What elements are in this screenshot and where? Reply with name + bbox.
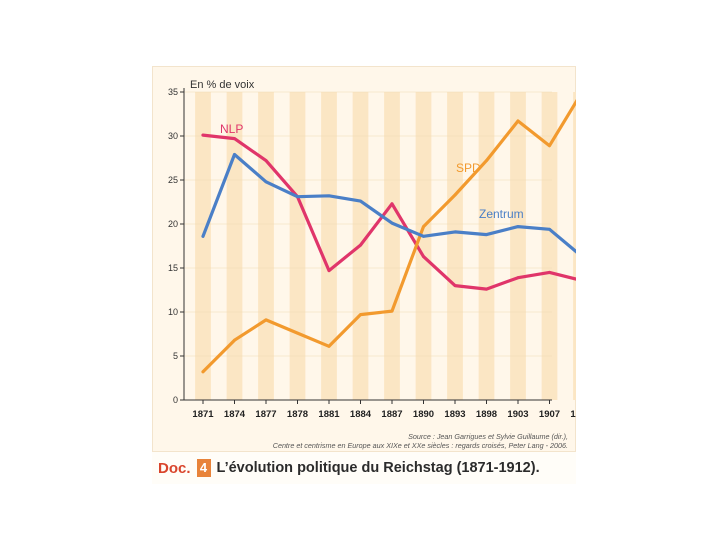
source-line-1: Source : Jean Garrigues et Sylvie Guilla… [408,432,568,441]
background-stripe [541,92,558,400]
data-point-zentrum [422,234,425,238]
background-stripe [384,92,400,400]
data-point-nlp [422,255,425,258]
data-point-nlp [264,159,268,163]
caption-title: L’évolution politique du Reichstag (1871… [216,460,540,476]
data-point-nlp [453,284,457,287]
x-tick-label: 1912 [570,409,576,420]
data-point-spd [390,309,394,313]
data-point-zentrum [516,225,520,229]
data-point-spd [359,313,362,317]
data-point-nlp [485,287,488,291]
doc-label: Doc. [158,459,191,477]
y-tick-label: 0 [173,395,178,405]
x-tick-label: 1878 [287,409,308,420]
y-axis-label: En % de voix [190,79,255,91]
data-point-nlp [359,243,362,247]
data-point-spd [233,338,236,342]
source-line-2: Centre et centrisme en Europe aux XIXe e… [272,441,568,450]
background-stripe [195,92,211,400]
background-stripe [447,92,463,400]
x-tick-label: 1903 [507,409,528,420]
data-point-zentrum [233,153,236,156]
data-point-nlp [233,137,236,141]
data-point-nlp [516,276,520,280]
x-tick-label: 1874 [224,409,246,420]
data-point-zentrum [201,234,205,238]
y-tick-label: 30 [168,131,178,141]
data-point-spd [327,344,331,348]
series-label-zentrum: Zentrum [479,207,524,221]
figure-caption: Doc. 4 L’évolution politique du Reichsta… [158,458,540,478]
background-stripe [289,92,306,400]
source-note: Source : Jean Garrigues et Sylvie Guilla… [238,432,568,450]
data-point-nlp [548,271,551,274]
data-point-nlp [327,269,331,273]
data-point-spd [264,318,268,322]
background-stripe [510,92,526,400]
y-tick-label: 15 [168,263,178,273]
data-point-zentrum [359,199,362,203]
data-point-spd [453,193,457,197]
y-tick-label: 10 [168,307,178,317]
x-tick-label: 1890 [413,409,434,420]
x-tick-label: 1884 [350,409,372,420]
x-tick-label: 1907 [539,409,560,420]
data-point-zentrum [296,195,299,199]
background-stripe [258,92,274,400]
y-tick-label: 35 [168,87,178,97]
data-point-zentrum [327,194,331,198]
series-label-nlp: NLP [220,122,243,136]
data-point-spd [485,159,488,163]
x-tick-label: 1877 [255,409,276,420]
x-tick-label: 1871 [192,409,214,420]
data-point-zentrum [264,180,268,184]
data-point-zentrum [453,230,457,234]
background-stripe [321,92,337,400]
series-label-spd: SPD [456,161,481,175]
background-stripe [478,92,495,400]
data-point-nlp [201,133,205,137]
data-point-spd [422,225,425,229]
background-bands [184,91,576,401]
x-tick-label: 1887 [381,409,402,420]
y-tick-label: 25 [168,175,178,185]
data-point-spd [516,119,520,123]
data-point-zentrum [390,221,394,225]
x-axis: 1871 1874 1877 1878 1881 1884 1887 1890 1893 1898… [184,399,576,420]
data-point-zentrum [485,233,488,236]
y-tick-label: 20 [168,219,178,229]
background-stripe [415,92,432,400]
y-tick-label: 5 [173,351,178,361]
data-point-nlp [390,202,394,206]
y-axis: 0 5 10 15 20 25 30 35 [168,87,185,405]
data-point-spd [201,370,205,374]
x-tick-label: 1898 [476,409,497,420]
x-tick-label: 1893 [444,409,465,420]
series-lines: NLP SPD Zentrum [201,98,576,374]
doc-number-badge: 4 [196,459,211,477]
data-point-zentrum [548,227,551,231]
x-tick-label: 1881 [318,409,340,420]
data-point-spd [548,144,551,148]
background-stripe [573,92,576,400]
data-point-spd [296,331,299,335]
